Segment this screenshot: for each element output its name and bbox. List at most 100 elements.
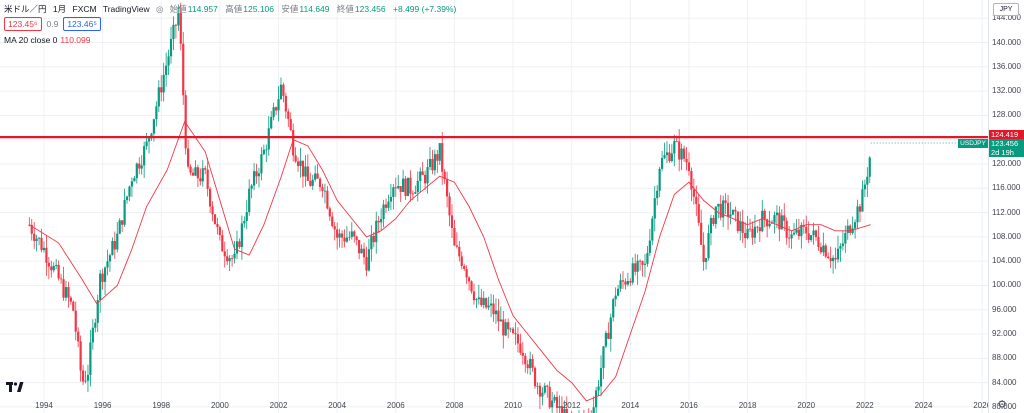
- candle-body: [314, 173, 317, 180]
- gear-icon[interactable]: ⚙: [997, 399, 1007, 411]
- candle-body: [350, 231, 353, 237]
- price-tick-label: 112.000: [992, 207, 1021, 217]
- candle-body: [270, 116, 273, 129]
- candle-body: [306, 166, 309, 181]
- candle-body: [199, 178, 202, 182]
- candle-body: [463, 265, 466, 269]
- currency-button[interactable]: JPY: [993, 3, 1019, 16]
- candle-body: [89, 342, 92, 375]
- candle-body: [91, 327, 94, 343]
- close-label: 終値: [336, 4, 354, 14]
- price-tick-label: 120.000: [992, 158, 1021, 168]
- candle-body: [487, 305, 490, 308]
- chart-area[interactable]: 1994 1996 1998 2000 2002 2004 2006 2008 2010 2012…: [0, 0, 991, 413]
- candle-body: [252, 171, 256, 186]
- candle-body: [868, 157, 871, 177]
- candle-body: [729, 214, 732, 217]
- candle-body: [37, 237, 41, 239]
- time-tick-label: 2018: [738, 401, 757, 410]
- time-tick-label: 2024: [914, 401, 933, 410]
- price-tick-label: 140.000: [992, 37, 1021, 47]
- candle-body: [209, 188, 212, 207]
- candle-body: [289, 119, 292, 130]
- candle-body: [641, 261, 644, 265]
- spread-value: 0.9: [46, 19, 59, 29]
- candle-body: [609, 317, 612, 339]
- candle-body: [106, 261, 109, 268]
- candle-body: [448, 196, 451, 216]
- candle-body: [832, 257, 835, 262]
- candle-body: [861, 189, 864, 212]
- ma-legend[interactable]: MA 20 close 0 110.099: [4, 35, 91, 45]
- candle-body: [612, 299, 615, 318]
- candle-body: [274, 107, 278, 111]
- candle-body: [69, 297, 72, 302]
- candle-body: [455, 245, 458, 247]
- candle-body: [558, 406, 561, 408]
- price-chart[interactable]: [0, 0, 988, 413]
- candle-body: [55, 264, 58, 266]
- candle-body: [687, 162, 691, 171]
- candle-body: [387, 201, 390, 208]
- candle-body: [724, 200, 727, 203]
- candle-body: [250, 185, 253, 189]
- candle-body: [785, 220, 788, 238]
- candle-body: [309, 180, 312, 186]
- candle-body: [766, 219, 769, 227]
- price-tick-label: 88.000: [992, 353, 1017, 363]
- candle-body: [392, 187, 395, 197]
- candle-body: [685, 158, 688, 163]
- candle-body: [756, 226, 759, 228]
- candle-body: [380, 218, 383, 223]
- candle-body: [599, 368, 603, 387]
- candle-body: [196, 167, 199, 179]
- candle-body: [57, 264, 60, 279]
- symbol-name[interactable]: 米ドル／円: [4, 4, 47, 14]
- buy-price-button[interactable]: 123.46⁵: [63, 17, 101, 31]
- sell-price-button[interactable]: 123.45⁶: [4, 17, 42, 31]
- candle-body: [255, 171, 258, 177]
- candle-body: [424, 174, 427, 184]
- candle-body: [670, 153, 673, 162]
- tradingview-logo-icon[interactable]: [6, 381, 24, 395]
- candle-body: [773, 215, 776, 223]
- candle-body: [206, 169, 209, 189]
- candle-body: [443, 171, 446, 180]
- candle-body: [157, 87, 160, 107]
- candle-body: [372, 235, 375, 243]
- candle-body: [546, 385, 549, 387]
- candle-body: [519, 343, 522, 353]
- time-tick-label: 2010: [504, 401, 522, 410]
- candle-body: [33, 233, 36, 242]
- candle-body: [42, 247, 46, 251]
- candle-body: [489, 303, 493, 306]
- price-axis[interactable]: 80.000 84.000 88.000 92.000 96.000 100.000 104…: [988, 0, 1024, 413]
- candle-body: [675, 141, 678, 142]
- interval-label[interactable]: 1月: [52, 4, 67, 14]
- candle-body: [404, 178, 407, 196]
- candle-body: [533, 367, 537, 387]
- candle-body: [758, 227, 761, 232]
- candle-body: [502, 319, 505, 336]
- candle-body: [726, 202, 730, 217]
- candle-body: [509, 328, 512, 330]
- candle-body: [673, 141, 676, 154]
- symbol-price-tag: USDJPY: [958, 139, 988, 148]
- candle-body: [52, 265, 55, 271]
- candle-body: [406, 177, 410, 196]
- candle-body: [433, 154, 436, 171]
- candle-body: [477, 297, 480, 300]
- candle-body: [367, 249, 371, 271]
- candle-body: [99, 273, 102, 301]
- candle-body: [853, 222, 857, 229]
- candle-body: [211, 206, 214, 215]
- provider-label: TradingView: [102, 4, 150, 14]
- candle-body: [541, 392, 544, 397]
- candle-body: [851, 228, 854, 233]
- eye-icon[interactable]: ◎: [155, 4, 164, 14]
- candle-body: [360, 248, 363, 254]
- price-tick-label: 136.000: [992, 61, 1021, 71]
- candle-body: [746, 228, 749, 239]
- candle-body: [822, 245, 825, 253]
- candle-body: [235, 241, 239, 254]
